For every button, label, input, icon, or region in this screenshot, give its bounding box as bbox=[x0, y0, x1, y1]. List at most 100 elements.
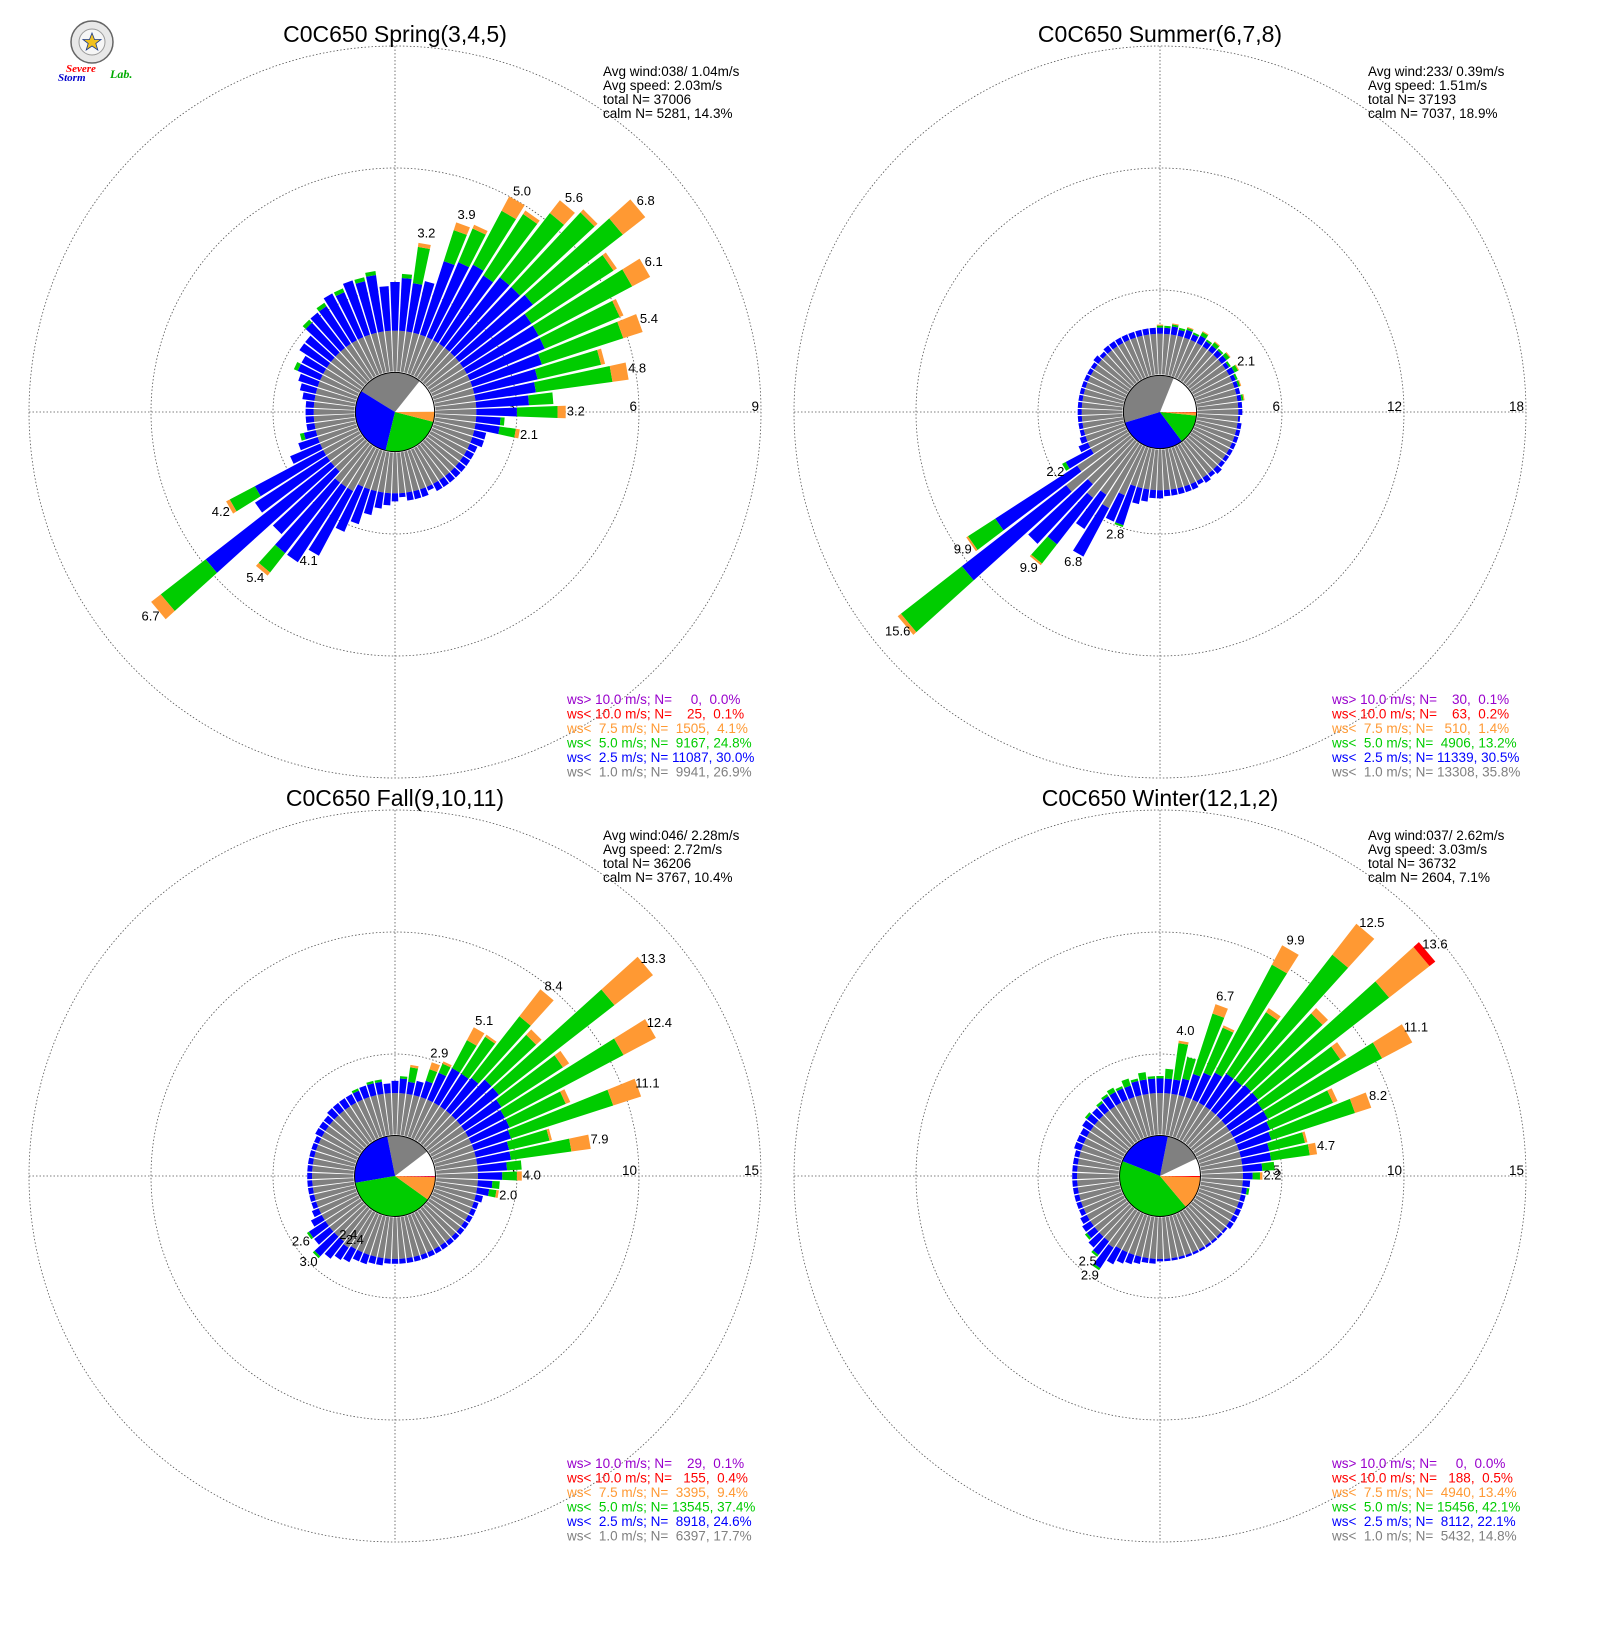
petal-segment bbox=[1088, 1232, 1104, 1248]
petal-segment bbox=[1079, 429, 1086, 437]
petal-segment bbox=[1128, 1097, 1148, 1138]
petal-segment bbox=[1098, 359, 1133, 389]
petal-segment bbox=[488, 1189, 497, 1198]
petal-segment bbox=[1086, 1226, 1099, 1239]
petal-segment bbox=[1099, 1115, 1132, 1148]
petal-value-label: 3.2 bbox=[417, 225, 435, 240]
petal-segment bbox=[323, 431, 361, 456]
petal-segment bbox=[370, 1215, 386, 1257]
calm-pie-slice bbox=[1160, 412, 1197, 442]
petal-segment bbox=[425, 1069, 438, 1084]
petal-segment bbox=[433, 1246, 442, 1254]
panel-stat: Avg wind:046/ 2.28m/s bbox=[603, 828, 740, 843]
panel-stat: total N= 37006 bbox=[603, 92, 691, 107]
petal-segment bbox=[351, 340, 376, 378]
petal-segment bbox=[1226, 448, 1233, 456]
petal-segment bbox=[313, 414, 355, 423]
petal-value-label: 2.0 bbox=[499, 1187, 517, 1202]
petal-segment bbox=[1076, 1201, 1084, 1210]
petal-segment bbox=[1241, 1152, 1272, 1165]
calm-pie-outline bbox=[1122, 374, 1198, 450]
petal-segment bbox=[428, 1125, 465, 1154]
petal-value-label: 4.1 bbox=[300, 553, 318, 568]
petal-segment bbox=[1156, 490, 1164, 499]
petal-segment bbox=[431, 1192, 472, 1214]
petal-value-label: 2.9 bbox=[1081, 1268, 1099, 1283]
petal-segment bbox=[1083, 1192, 1124, 1214]
petal-segment bbox=[1091, 1250, 1099, 1257]
petal-segment bbox=[1082, 417, 1124, 429]
legend-entry: ws< 7.5 m/s; N= 4940, 13.4% bbox=[1331, 1485, 1517, 1500]
petal-segment bbox=[1090, 429, 1129, 454]
petal-segment bbox=[1165, 334, 1177, 376]
petal-segment bbox=[444, 277, 510, 352]
petal-segment bbox=[1178, 1255, 1186, 1260]
petal-segment bbox=[607, 1078, 642, 1106]
petal-segment bbox=[1226, 1102, 1263, 1131]
petal-segment bbox=[359, 1085, 370, 1100]
petal-segment bbox=[1190, 1201, 1226, 1232]
petal-segment bbox=[307, 1172, 313, 1180]
panel-stat: calm N= 3767, 10.4% bbox=[603, 870, 732, 885]
petal-segment bbox=[1104, 1206, 1135, 1242]
petal-segment bbox=[580, 209, 598, 227]
petal-segment bbox=[1135, 1095, 1151, 1137]
panel-stat: calm N= 5281, 14.3% bbox=[603, 106, 732, 121]
petal-segment bbox=[1077, 408, 1082, 416]
petal-segment bbox=[534, 349, 602, 380]
petal-segment bbox=[516, 1171, 522, 1181]
petal-value-label: 6.7 bbox=[142, 609, 160, 624]
petal-segment bbox=[1193, 376, 1233, 398]
petal-segment bbox=[1252, 981, 1390, 1100]
petal-segment bbox=[1193, 1198, 1230, 1227]
petal-segment bbox=[1093, 355, 1102, 364]
petal-segment bbox=[1087, 368, 1094, 376]
petal-segment bbox=[1112, 346, 1140, 382]
petal-segment bbox=[350, 1102, 376, 1141]
panel-stat: total N= 36206 bbox=[603, 856, 691, 871]
petal-segment bbox=[431, 427, 470, 450]
petal-segment bbox=[1225, 352, 1231, 358]
petal-segment bbox=[1196, 417, 1238, 429]
petal-segment bbox=[1217, 348, 1224, 355]
petal-segment bbox=[344, 1106, 373, 1143]
petal-segment bbox=[1174, 445, 1196, 485]
petal-segment bbox=[1081, 381, 1088, 388]
petal-segment bbox=[1171, 337, 1190, 378]
petal-segment bbox=[1311, 1007, 1329, 1025]
petal-segment bbox=[1133, 1255, 1142, 1265]
petal-segment bbox=[316, 1144, 357, 1164]
ring-label: 5 bbox=[507, 1163, 515, 1178]
petal-segment bbox=[1149, 1093, 1158, 1135]
petal-segment bbox=[1195, 1195, 1234, 1221]
petal-segment bbox=[1090, 370, 1129, 395]
petal-segment bbox=[511, 212, 595, 296]
petal-segment bbox=[1081, 1188, 1122, 1208]
petal-segment bbox=[1208, 470, 1216, 477]
petal-segment bbox=[305, 408, 314, 416]
petal-segment bbox=[1075, 490, 1107, 529]
petal-segment bbox=[499, 213, 565, 286]
petal-segment bbox=[1116, 1088, 1128, 1103]
petal-segment bbox=[523, 210, 540, 224]
petal-segment bbox=[417, 1209, 446, 1246]
petal-segment bbox=[1190, 481, 1199, 490]
petal-segment bbox=[444, 472, 455, 483]
petal-segment bbox=[355, 281, 377, 335]
petal-segment bbox=[1106, 1087, 1116, 1096]
petal-segment bbox=[1174, 339, 1196, 379]
calm-pie-slice bbox=[1160, 412, 1197, 416]
petal-segment bbox=[341, 444, 373, 488]
petal-segment bbox=[314, 394, 356, 407]
petal-segment bbox=[326, 362, 363, 390]
petal-segment bbox=[1236, 1201, 1244, 1210]
petal-segment bbox=[1115, 1102, 1141, 1141]
petal-segment bbox=[313, 401, 355, 410]
petal-segment bbox=[1201, 1172, 1243, 1180]
petal-segment bbox=[368, 1255, 377, 1265]
petal-segment bbox=[1109, 1106, 1138, 1143]
panel-title: C0C650 Winter(12,1,2) bbox=[1042, 785, 1279, 811]
petal-segment bbox=[377, 331, 390, 373]
ring-label: 10 bbox=[622, 1163, 637, 1178]
petal-segment bbox=[1085, 382, 1126, 401]
